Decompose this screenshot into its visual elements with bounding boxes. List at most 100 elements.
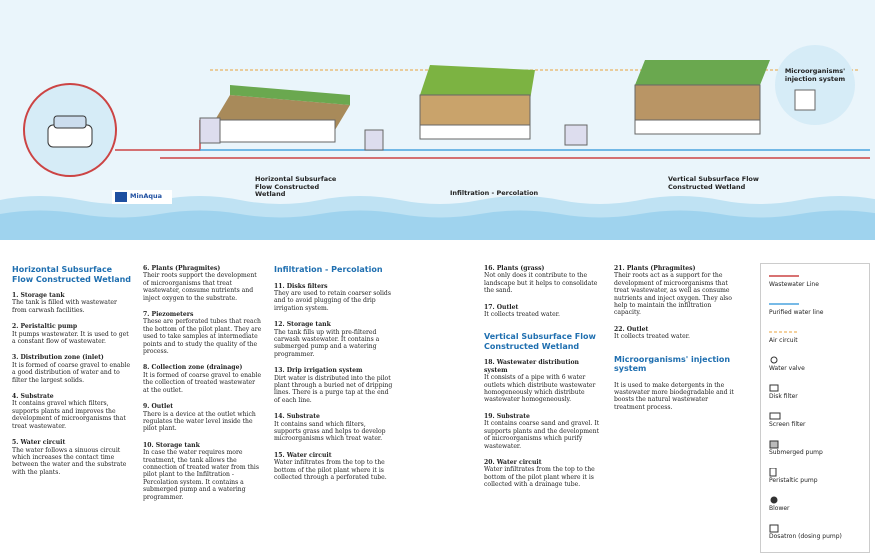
legend-item: Air circuit — [769, 328, 801, 344]
item-text: These are perforated tubes that reach th… — [143, 318, 262, 356]
legend: Wastewater Line Purified water line Air ci… — [760, 263, 870, 553]
legend-item: Screen filter — [769, 412, 806, 428]
item-title: 19. Substrate — [484, 412, 530, 420]
legend-item: Dosatron (dosing pump) — [769, 524, 842, 540]
legend-item: Water valve — [769, 356, 805, 372]
item-text: It contains gravel which filters, suppor… — [12, 400, 126, 430]
item: 15. Water circuit Water infiltrates from … — [274, 452, 394, 482]
item: 14. Substrate It contains sand which filt… — [274, 413, 394, 443]
item-title: 14. Substrate — [274, 413, 320, 421]
item: 5. Water circuit The water follows a sinu… — [12, 439, 132, 476]
label: Vertical Subsurface Flow Constructed Wet… — [668, 175, 759, 191]
item-title: 5. Water circuit — [12, 439, 66, 447]
item-title: 8. Collection zone (drainage) — [143, 364, 243, 372]
item-title: 11. Disks filters — [274, 282, 328, 290]
item-title: 1. Storage tank — [12, 292, 65, 299]
legend-label: Air circuit — [769, 337, 798, 344]
legend-item: Purified water line — [769, 300, 823, 316]
item-title: 16. Plants (grass) — [484, 265, 545, 272]
legend-icon — [769, 440, 779, 449]
item-text: There is a device at the outlet which re… — [143, 410, 256, 433]
item: 17. Outlet It collects treated water. — [484, 304, 604, 319]
legend-icon — [769, 331, 799, 333]
label: Horizontal Subsurface Flow Constructed W… — [255, 175, 337, 198]
item-text: The tank is filled with wastewater from … — [12, 299, 117, 314]
item-title: 2. Peristaltic pump — [12, 323, 78, 331]
illustration — [0, 0, 875, 240]
legend-icon — [770, 496, 778, 504]
item-title: 4. Substrate — [12, 393, 54, 401]
legend-icon — [769, 468, 777, 477]
item: 11. Disks filters They are used to retain… — [274, 283, 394, 313]
item: 3. Distribution zone (inlet) It is formed… — [12, 354, 132, 384]
column: Infiltration - Percolation 11. Disks filt… — [274, 265, 394, 490]
item-text: Dirt water is distributed into the pilot… — [274, 374, 393, 404]
item: 6. Plants (Phragmites) Their roots suppor… — [143, 265, 263, 302]
legend-icon — [769, 303, 799, 305]
column: 16. Plants (grass) Not only does it contr… — [484, 265, 604, 498]
item-text: The tank fills up with pre-filtered carw… — [274, 328, 380, 358]
item: 19. Substrate It contains coarse sand and… — [484, 413, 604, 450]
item-title: 9. Outlet — [143, 403, 174, 411]
item-title: 12. Storage tank — [274, 321, 331, 329]
item: 1. Storage tank The tank is filled with w… — [12, 292, 132, 314]
item-text: Water infiltrates from the top to the bo… — [484, 466, 595, 489]
label: Microorganisms' injection system — [784, 67, 846, 83]
item: 8. Collection zone (drainage) It is forme… — [143, 364, 263, 394]
legend-label: Screen filter — [769, 421, 806, 428]
section-heading: Infiltration - Percolation — [274, 265, 383, 274]
legend-item: Wastewater Line — [769, 272, 819, 288]
item-title: 22. Outlet — [614, 325, 649, 333]
item-title: 20. Water circuit — [484, 458, 542, 466]
item: 12. Storage tank The tank fills up with p… — [274, 321, 394, 358]
item: 21. Plants (Phragmites) Their roots act a… — [614, 265, 734, 317]
legend-item: Submerged pump — [769, 440, 823, 456]
item-text: It consists of a pipe with 6 water outle… — [484, 374, 596, 404]
item-title: 3. Distribution zone (inlet) — [12, 354, 104, 362]
column: 21. Plants (Phragmites) Their roots act a… — [614, 265, 734, 420]
item-text: Not only does it contribute to the lands… — [484, 272, 598, 295]
legend-icon — [769, 412, 781, 420]
item-text: Water infiltrates from the top to the bo… — [274, 459, 387, 482]
item-text: The water follows a sinuous circuit whic… — [12, 446, 127, 476]
item-title: 10. Storage tank — [143, 441, 200, 449]
item-text: It is formed of coarse gravel to enable … — [12, 361, 131, 384]
legend-label: Peristaltic pump — [769, 477, 818, 484]
item: It is used to make detergents in the was… — [614, 382, 734, 412]
item-title: 15. Water circuit — [274, 451, 332, 459]
item: 2. Peristaltic pump It pumps wastewater. … — [12, 323, 132, 345]
item-text: It is used to make detergents in the was… — [614, 381, 734, 411]
item: 13. Drip irrigation system Dirt water is … — [274, 367, 394, 404]
legend-label: Purified water line — [769, 309, 824, 316]
section-heading: Horizontal Subsurface Flow Constructed W… — [12, 265, 132, 284]
item-text: It collects treated water. — [484, 311, 560, 319]
item: 10. Storage tank In case the water requir… — [143, 442, 263, 501]
item-text: In case the water requires more treatmen… — [143, 449, 259, 501]
legend-item: Peristaltic pump — [769, 468, 818, 484]
item-text: They are used to retain coarser solids a… — [274, 289, 391, 312]
legend-icon — [769, 384, 779, 392]
item-text: It collects treated water. — [614, 333, 690, 341]
section-heading: Microorganisms' injection system — [614, 354, 731, 374]
legend-item: Disk filter — [769, 384, 801, 400]
item-title: 21. Plants (Phragmites) — [614, 265, 696, 272]
item-title: 7. Piezometers — [143, 311, 194, 319]
item-text: Their roots support the development of m… — [143, 272, 257, 302]
legend-label: Water valve — [769, 365, 805, 372]
legend-icon — [770, 356, 778, 364]
item: 7. Piezometers These are perforated tubes… — [143, 311, 263, 355]
item-title: 13. Drip irrigation system — [274, 367, 363, 375]
item-text: It contains sand which filters, supports… — [274, 420, 386, 443]
legend-icon — [769, 524, 779, 533]
logo: MinAqua — [130, 192, 163, 200]
item-title: 6. Plants (Phragmites) — [143, 265, 221, 272]
legend-label: Submerged pump — [769, 449, 823, 456]
legend-label: Wastewater Line — [769, 281, 819, 288]
item: 4. Substrate It contains gravel which fil… — [12, 393, 132, 430]
item: 18. Wastewater distribution system It con… — [484, 359, 604, 403]
item: 20. Water circuit Water infiltrates from … — [484, 459, 604, 489]
label: Infiltration - Percolation — [450, 189, 539, 197]
legend-label: Disk filter — [769, 393, 798, 400]
column: Horizontal Subsurface Flow Constructed W… — [12, 265, 132, 485]
item: 16. Plants (grass) Not only does it contr… — [484, 265, 604, 295]
